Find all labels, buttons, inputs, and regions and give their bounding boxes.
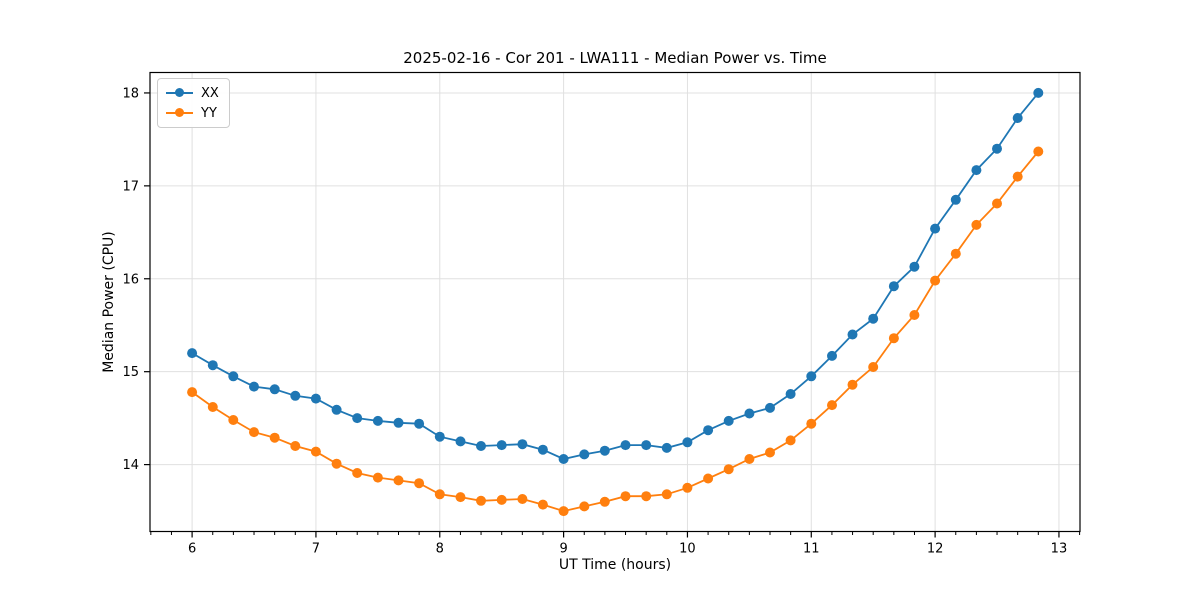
svg-text:12: 12 (927, 542, 944, 557)
legend-label-yy: YY (201, 105, 217, 121)
line-marker-icon (166, 88, 193, 98)
svg-text:14: 14 (122, 458, 139, 473)
legend-item-yy: YY (166, 104, 219, 122)
y-axis-label: Median Power (CPU) (101, 231, 117, 373)
legend: XX YY (157, 78, 230, 128)
legend-dot-yy (175, 108, 184, 117)
legend-label-xx: XX (201, 85, 219, 101)
svg-text:11: 11 (803, 542, 820, 557)
svg-text:7: 7 (312, 542, 320, 557)
svg-text:15: 15 (122, 365, 139, 380)
legend-dot-xx (175, 88, 184, 97)
legend-item-xx: XX (166, 84, 219, 102)
svg-text:8: 8 (436, 542, 444, 557)
svg-text:9: 9 (559, 542, 567, 557)
x-axis-label: UT Time (hours) (558, 557, 672, 573)
chart-title: 2025-02-16 - Cor 201 - LWA111 - Median P… (403, 49, 827, 67)
line-marker-icon (166, 108, 193, 118)
svg-text:6: 6 (188, 542, 196, 557)
svg-text:16: 16 (122, 272, 139, 287)
svg-text:18: 18 (122, 86, 139, 101)
svg-text:17: 17 (122, 179, 139, 194)
svg-text:13: 13 (1051, 542, 1068, 557)
svg-text:10: 10 (679, 542, 696, 557)
